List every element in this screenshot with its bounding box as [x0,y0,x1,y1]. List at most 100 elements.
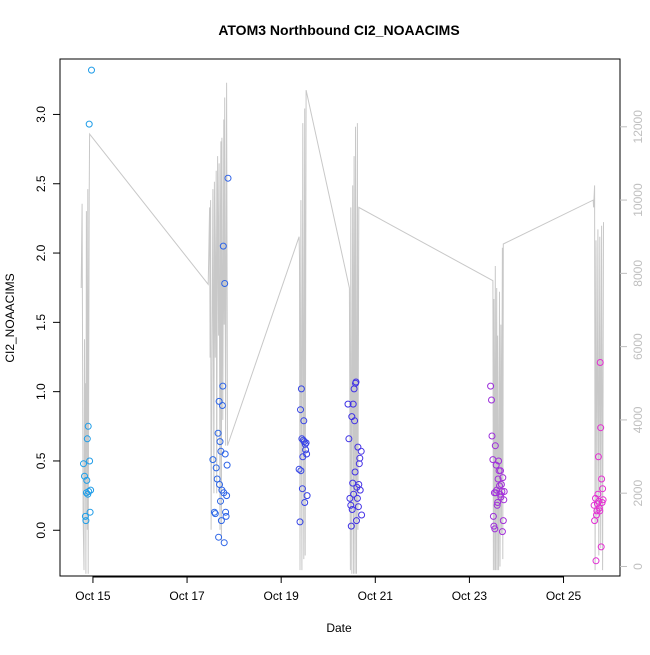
x-tick-label: Oct 25 [546,589,582,603]
data-point [353,494,361,502]
data-point [223,461,231,469]
chart-title: ATOM3 Northbound CI2_NOAACIMS [218,22,459,38]
data-point [217,497,224,505]
x-tick-label: Oct 19 [263,589,299,603]
data-point [590,501,598,509]
data-point [500,488,508,495]
data-point [302,439,310,447]
y2-tick-label: 8000 [631,260,645,287]
data-point [217,517,225,525]
y-tick-label: 2.0 [34,244,48,261]
data-point [594,490,602,498]
y2-tick-label: 4000 [631,406,645,433]
data-point [497,467,504,475]
data-point [297,385,305,393]
data-point [81,512,89,520]
data-point [351,468,359,476]
data-point [491,442,499,450]
axes-layer: Oct 15 Oct 17 Oct 19 Oct 21 Oct 23 Oct 25 0.0 0… [34,58,645,603]
data-point [295,465,303,473]
data-point [352,378,360,386]
y2-tick-label: 2000 [631,480,645,507]
data-point [351,417,359,425]
data-point [86,508,94,516]
data-point [211,510,219,518]
data-point [223,492,231,500]
data-point [498,488,506,495]
data-point [344,400,352,408]
data-point [85,120,93,128]
points-layer [80,66,607,565]
data-point [221,280,229,287]
data-point [349,400,357,408]
data-point [297,406,304,414]
data-point [209,456,217,464]
data-point [216,481,223,488]
data-point [594,453,602,461]
y-tick-label: 0.5 [34,452,48,469]
data-point [347,522,355,530]
data-point [595,504,603,512]
data-point [595,497,603,505]
data-point [82,517,90,525]
data-point [86,457,94,465]
y-axis-label: CI2_NOAACIMS [3,273,17,362]
data-point [212,464,220,472]
y-tick-label: 3.0 [34,106,48,123]
data-point [347,501,355,509]
data-point [300,417,308,425]
data-point [222,508,230,516]
altitude-line-layer [80,82,604,574]
data-point [500,496,508,504]
data-point [596,359,604,366]
data-point [81,472,88,480]
data-point [597,543,605,551]
data-point [598,475,606,483]
data-point [599,496,607,504]
data-point [357,447,365,455]
y2-tick-label: 6000 [631,333,645,360]
data-point [597,424,605,432]
data-point [222,512,230,520]
data-point [298,485,306,493]
x-tick-label: Oct 15 [75,589,111,603]
data-point [345,435,353,443]
data-point [214,429,222,437]
y2-tick-label: 12000 [631,110,645,144]
data-point [496,482,503,490]
data-point [348,506,356,513]
data-point [218,402,226,409]
data-point [488,432,496,440]
data-point [297,467,305,475]
data-point [494,499,502,506]
data-point [488,396,495,404]
data-point [599,485,607,493]
data-point [215,533,223,541]
x-tick-label: Oct 17 [169,589,205,603]
data-point [499,474,507,482]
data-point [358,511,366,519]
data-point [596,507,604,515]
data-point [354,503,362,511]
data-point [219,242,227,250]
data-point [303,492,311,500]
data-point [356,486,364,494]
data-point [301,499,309,506]
data-point [346,494,354,502]
data-point [88,66,95,74]
x-axis-label: Date [326,621,352,635]
data-point [356,454,364,462]
data-point [494,475,502,483]
y-tick-label: 1.5 [34,314,48,331]
data-point [491,525,499,533]
data-point [350,490,358,498]
data-point [220,539,228,547]
plot-frame [59,58,621,577]
data-point [493,501,501,509]
x-tick-label: Oct 23 [452,589,488,603]
data-point [495,457,503,465]
data-point [499,517,507,525]
